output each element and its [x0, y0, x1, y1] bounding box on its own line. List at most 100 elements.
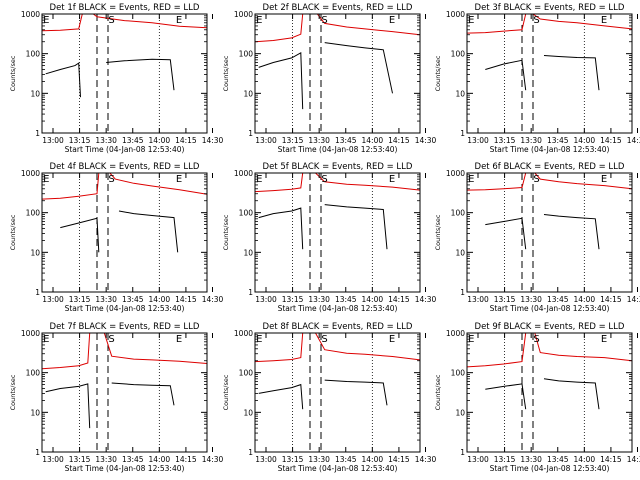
- lld-series-line: [254, 172, 304, 193]
- y-tick-label: 10: [455, 89, 465, 98]
- x-tick-label: 14:00: [362, 455, 384, 464]
- x-axis-label: Start Time (04-Jan-08 12:53:40): [490, 145, 610, 154]
- x-tick-label: 14:00: [574, 455, 596, 464]
- time-marker-label: S: [108, 174, 114, 185]
- x-axis-label: Start Time (04-Jan-08 12:53:40): [65, 304, 185, 313]
- time-marker-label: S: [321, 334, 327, 345]
- y-tick-label: 1000: [234, 329, 253, 338]
- x-tick-label: 14:30: [627, 455, 640, 464]
- events-series-line: [118, 210, 179, 253]
- events-series-line: [324, 204, 388, 250]
- time-marker-label: E: [43, 174, 49, 185]
- x-axis-label: Start Time (04-Jan-08 12:53:40): [490, 304, 610, 313]
- x-tick-label: 14:15: [388, 295, 410, 304]
- events-series-line: [258, 51, 304, 110]
- time-marker-label: S: [321, 174, 327, 185]
- time-marker-label: E: [43, 15, 49, 26]
- y-axis-label: Counts/sec: [9, 214, 17, 250]
- y-tick-label: 1: [460, 288, 465, 297]
- x-tick-label: 13:15: [282, 136, 304, 145]
- time-marker-label: S: [533, 334, 539, 345]
- events-series-line: [258, 383, 304, 410]
- x-tick-label: 14:00: [574, 136, 596, 145]
- x-tick-label: 13:30: [520, 455, 542, 464]
- y-tick-label: 10: [243, 408, 253, 417]
- x-tick-label: 14:00: [149, 455, 171, 464]
- x-tick-label: 13:30: [520, 295, 542, 304]
- y-tick-label: 10: [243, 248, 253, 257]
- x-axis-label: Start Time (04-Jan-08 12:53:40): [65, 145, 185, 154]
- x-tick-label: 13:00: [255, 136, 277, 145]
- y-tick-label: 1: [248, 448, 253, 457]
- x-tick-label: 13:15: [69, 455, 91, 464]
- y-tick-label: 10: [30, 408, 40, 417]
- events-series-line: [324, 379, 388, 406]
- x-tick-label: 13:00: [467, 136, 489, 145]
- y-tick-label: 1: [460, 448, 465, 457]
- lld-series-line: [315, 172, 421, 191]
- x-tick-label: 13:15: [282, 455, 304, 464]
- lld-series-line: [254, 332, 304, 363]
- plot-frame: [41, 332, 208, 453]
- y-tick-label: 100: [451, 50, 466, 59]
- x-tick-label: 13:45: [547, 295, 569, 304]
- x-tick-label: 13:30: [520, 136, 542, 145]
- time-marker-label: E: [389, 334, 395, 345]
- y-tick-label: 1000: [21, 329, 40, 338]
- x-tick-label: 13:45: [335, 136, 357, 145]
- x-tick-label: 14:15: [388, 136, 410, 145]
- time-marker-label: E: [601, 174, 607, 185]
- y-axis-label: Counts/sec: [222, 374, 230, 410]
- events-series-line: [324, 42, 393, 94]
- x-tick-label: 13:15: [282, 295, 304, 304]
- x-tick-label: 13:30: [95, 295, 117, 304]
- time-marker-label: E: [256, 174, 262, 185]
- y-tick-label: 1: [35, 129, 40, 138]
- panel-6: Det 6f BLACK = Events, RED = LLD 1 10 100 10…: [434, 162, 640, 313]
- panel-title: Det 9f BLACK = Events, RED = LLD: [475, 322, 625, 332]
- events-series-line: [45, 62, 81, 98]
- x-tick-label: 14:30: [627, 295, 640, 304]
- plot-frame: [254, 13, 421, 134]
- time-marker-label: E: [468, 174, 474, 185]
- panel-3: Det 3f BLACK = Events, RED = LLD 1 10 100 10…: [434, 3, 640, 154]
- lld-series-line: [534, 172, 633, 190]
- y-tick-label: 10: [243, 89, 253, 98]
- lld-series-line: [41, 13, 83, 32]
- y-tick-label: 1000: [234, 10, 253, 19]
- plot-frame: [466, 172, 633, 293]
- x-tick-label: 13:00: [255, 295, 277, 304]
- x-tick-label: 14:15: [600, 455, 622, 464]
- time-marker-label: S: [108, 334, 114, 345]
- x-tick-label: 13:30: [308, 455, 330, 464]
- panel-title: Det 6f BLACK = Events, RED = LLD: [475, 162, 625, 172]
- events-series-line: [60, 217, 100, 253]
- events-series-line: [485, 383, 527, 410]
- x-tick-label: 14:00: [574, 295, 596, 304]
- panel-5: Det 5f BLACK = Events, RED = LLD 1 10 100 10…: [222, 162, 437, 313]
- time-marker-label: E: [43, 334, 49, 345]
- time-marker-label: E: [256, 15, 262, 26]
- x-tick-label: 13:00: [255, 455, 277, 464]
- y-tick-label: 10: [30, 248, 40, 257]
- panel-9: Det 9f BLACK = Events, RED = LLD 1 10 100 10…: [434, 322, 640, 473]
- events-series-line: [543, 378, 600, 410]
- events-series-line: [111, 382, 175, 406]
- x-tick-label: 13:15: [69, 136, 91, 145]
- x-tick-label: 13:45: [122, 295, 144, 304]
- y-tick-label: 10: [455, 408, 465, 417]
- y-axis-label: Counts/sec: [434, 214, 442, 250]
- x-tick-label: 13:45: [122, 136, 144, 145]
- x-tick-label: 13:00: [467, 455, 489, 464]
- time-marker-label: S: [108, 15, 114, 26]
- y-tick-label: 1: [460, 129, 465, 138]
- lld-series-line: [466, 13, 527, 34]
- panel-2: Det 2f BLACK = Events, RED = LLD 1 10 100 10…: [222, 3, 437, 154]
- x-tick-label: 13:45: [122, 455, 144, 464]
- y-tick-label: 1: [248, 129, 253, 138]
- time-marker-label: E: [468, 334, 474, 345]
- x-tick-label: 14:15: [600, 136, 622, 145]
- x-tick-label: 13:30: [308, 136, 330, 145]
- panel-title: Det 3f BLACK = Events, RED = LLD: [475, 3, 625, 13]
